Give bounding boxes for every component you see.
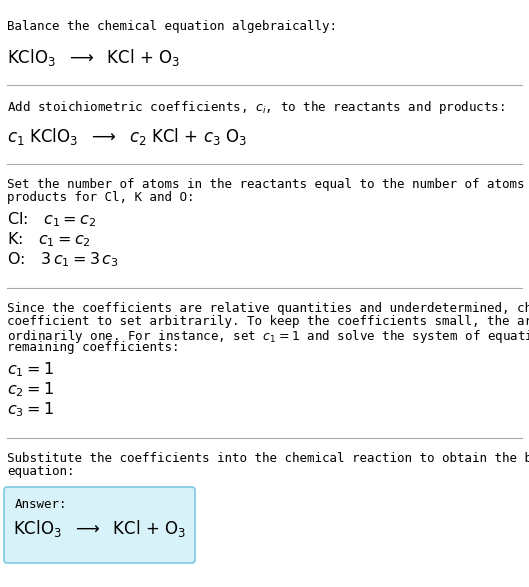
Text: coefficient to set arbitrarily. To keep the coefficients small, the arbitrary va: coefficient to set arbitrarily. To keep …	[7, 315, 529, 328]
Text: Answer:: Answer:	[15, 498, 68, 511]
FancyBboxPatch shape	[4, 487, 195, 563]
Text: KClO$_3$  $\longrightarrow$  KCl + O$_3$: KClO$_3$ $\longrightarrow$ KCl + O$_3$	[7, 47, 180, 68]
Text: products for Cl, K and O:: products for Cl, K and O:	[7, 191, 195, 204]
Text: Balance the chemical equation algebraically:: Balance the chemical equation algebraica…	[7, 20, 337, 33]
Text: $c_1 = 1$: $c_1 = 1$	[7, 360, 54, 379]
Text: O:   $3\,c_1 = 3\,c_3$: O: $3\,c_1 = 3\,c_3$	[7, 250, 118, 269]
Text: Substitute the coefficients into the chemical reaction to obtain the balanced: Substitute the coefficients into the che…	[7, 452, 529, 465]
Text: $c_3 = 1$: $c_3 = 1$	[7, 400, 54, 419]
Text: Cl:   $c_1 = c_2$: Cl: $c_1 = c_2$	[7, 210, 96, 229]
Text: $c_2 = 1$: $c_2 = 1$	[7, 380, 54, 399]
Text: $c_1$ KClO$_3$  $\longrightarrow$  $c_2$ KCl + $c_3$ O$_3$: $c_1$ KClO$_3$ $\longrightarrow$ $c_2$ K…	[7, 126, 247, 147]
Text: Since the coefficients are relative quantities and underdetermined, choose a: Since the coefficients are relative quan…	[7, 302, 529, 315]
Text: K:   $c_1 = c_2$: K: $c_1 = c_2$	[7, 230, 91, 249]
Text: ordinarily one. For instance, set $c_1 = 1$ and solve the system of equations fo: ordinarily one. For instance, set $c_1 =…	[7, 328, 529, 345]
Text: Add stoichiometric coefficients, $c_i$, to the reactants and products:: Add stoichiometric coefficients, $c_i$, …	[7, 99, 505, 116]
Text: KClO$_3$  $\longrightarrow$  KCl + O$_3$: KClO$_3$ $\longrightarrow$ KCl + O$_3$	[13, 518, 186, 539]
Text: equation:: equation:	[7, 465, 75, 478]
Text: Set the number of atoms in the reactants equal to the number of atoms in the: Set the number of atoms in the reactants…	[7, 178, 529, 191]
Text: remaining coefficients:: remaining coefficients:	[7, 341, 179, 354]
